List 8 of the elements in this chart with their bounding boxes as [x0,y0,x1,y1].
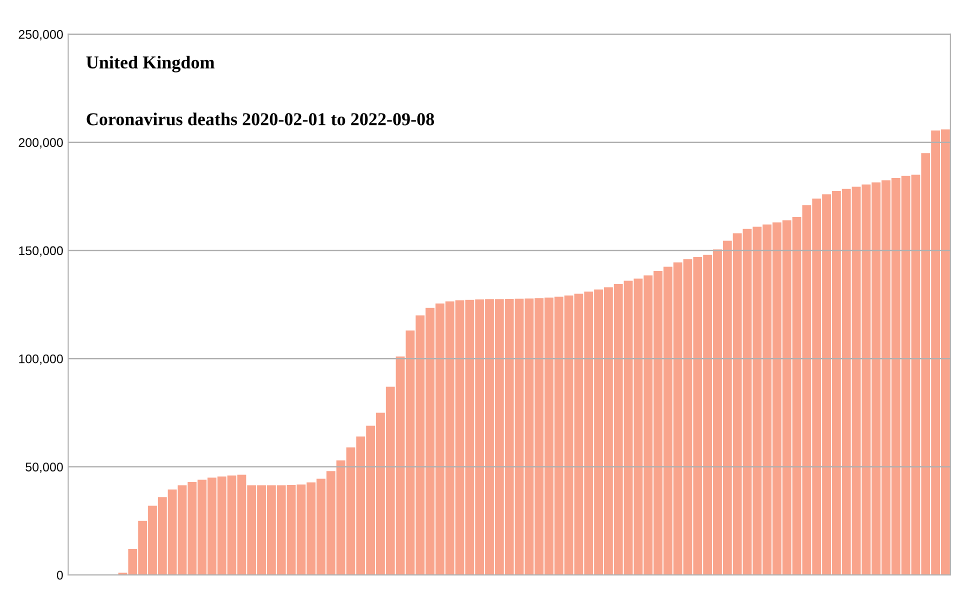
text: United Kingdom [86,56,214,72]
y-tick-label: 200,000 [18,138,63,148]
text: Coronavirus deaths 2020-02-01 to 2022-09-08 [86,112,434,126]
y-tick-label: 150,000 [19,246,63,257]
y-tick-label: 100,000 [19,354,63,365]
y-tick-label: 50,000 [26,462,63,473]
y-tick-label: 0 [56,570,63,580]
y-tick-label: 250,000 [18,30,63,40]
